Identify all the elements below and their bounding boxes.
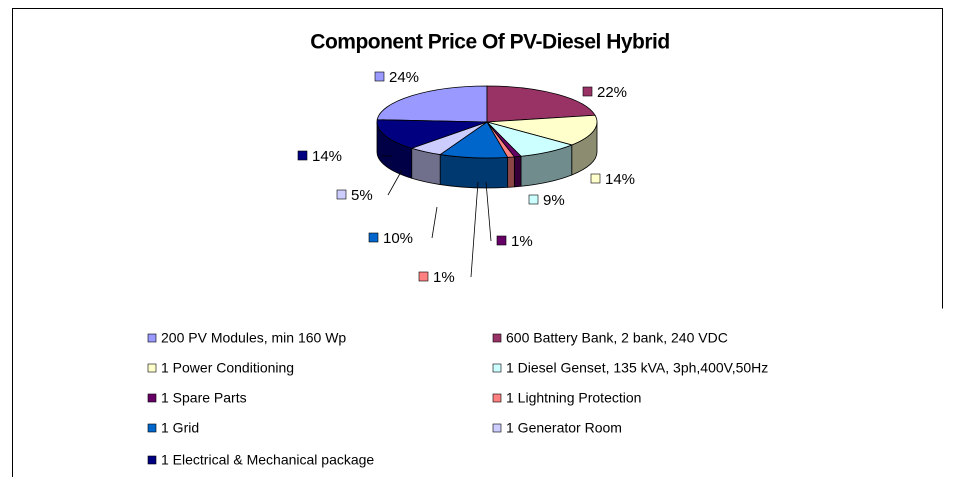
label-key	[528, 194, 539, 205]
legend-key	[492, 423, 502, 433]
legend-label: 1 Lightning Protection	[506, 390, 641, 406]
label-key	[374, 71, 385, 82]
legend-label: 1 Diesel Genset, 135 kVA, 3ph,400V,50Hz	[506, 360, 768, 376]
pie-side	[439, 154, 509, 189]
legend-label: 600 Battery Bank, 2 bank, 240 VDC	[506, 330, 728, 346]
pie-slice	[486, 85, 596, 123]
label-key	[496, 235, 507, 246]
pie-side	[513, 155, 522, 188]
data-label: 5%	[351, 187, 373, 204]
data-label: 1%	[511, 233, 533, 250]
legend-label: 1 Electrical & Mechanical package	[161, 452, 374, 468]
legend-key	[147, 333, 157, 343]
pie-side	[507, 156, 515, 188]
label-key	[590, 173, 601, 184]
label-key	[297, 150, 308, 161]
leader-line	[431, 206, 438, 239]
data-label: 1%	[433, 269, 455, 286]
leader-line	[470, 181, 479, 278]
legend-key	[492, 393, 502, 403]
pie-slice	[376, 85, 488, 123]
data-label: 22%	[597, 84, 627, 101]
legend-key	[147, 363, 157, 373]
label-key	[336, 189, 347, 200]
data-label: 14%	[605, 171, 635, 188]
legend-key	[147, 423, 157, 433]
legend-label: 1 Spare Parts	[161, 390, 247, 406]
chart-frame	[12, 8, 943, 477]
leader-line	[387, 169, 403, 196]
legend-key	[147, 455, 157, 465]
label-key	[368, 232, 379, 243]
pie-slice	[486, 114, 598, 146]
legend-label: 200 PV Modules, min 160 Wp	[161, 330, 346, 346]
legend-label: 1 Power Conditioning	[161, 360, 294, 376]
legend-label: 1 Grid	[161, 420, 199, 436]
legend-label: 1 Generator Room	[506, 420, 622, 436]
data-label: 10%	[383, 230, 413, 247]
data-label: 9%	[543, 192, 565, 209]
data-label: 24%	[389, 69, 419, 86]
leader-line	[485, 181, 492, 242]
legend-key	[147, 393, 157, 403]
legend-key	[492, 363, 502, 373]
chart-title: Component Price Of PV-Diesel Hybrid	[310, 31, 669, 54]
legend-key	[492, 333, 502, 343]
data-label: 14%	[312, 148, 342, 165]
label-key	[418, 271, 429, 282]
label-key	[582, 86, 593, 97]
pie-slice	[376, 119, 488, 149]
